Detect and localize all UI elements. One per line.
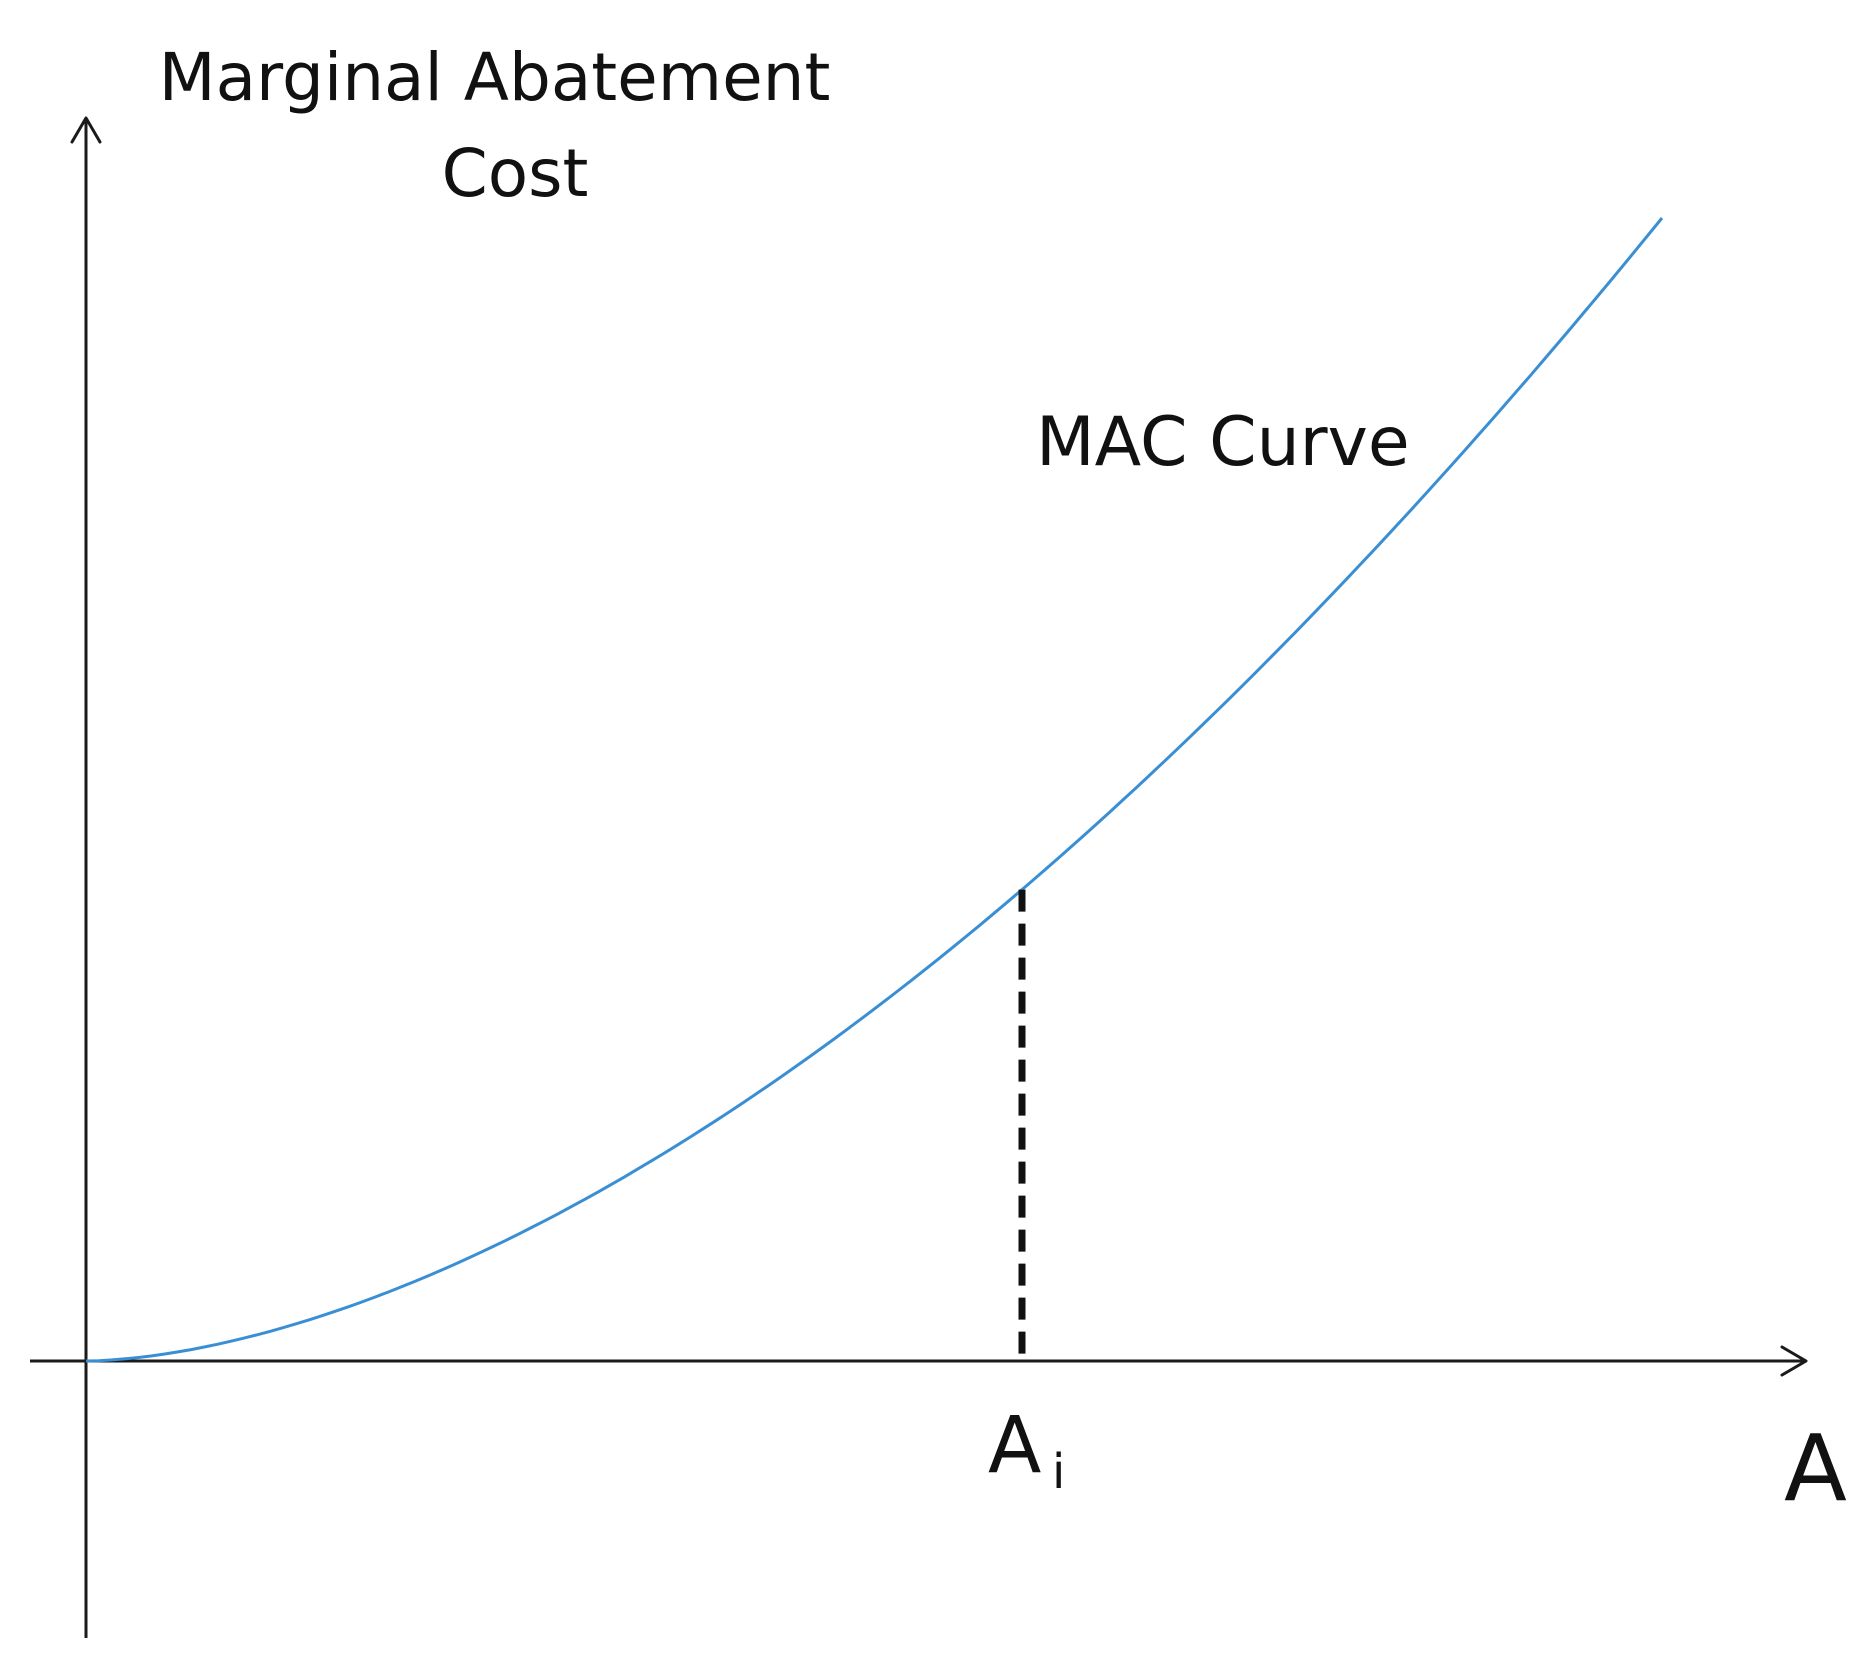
y-axis-arrow-icon bbox=[70, 116, 102, 144]
mac-curve-label: MAC Curve bbox=[1036, 403, 1410, 482]
y-axis-label-line-1: Marginal Abatement bbox=[159, 39, 831, 116]
y-axis-label: Marginal Abatement Cost bbox=[159, 39, 852, 212]
ai-label-subscript: i bbox=[1052, 1444, 1065, 1500]
x-axis-label: A bbox=[1784, 1415, 1847, 1522]
ai-label: A bbox=[988, 1401, 1041, 1491]
mac-curve bbox=[85, 217, 1664, 1363]
y-axis-label-line-2: Cost bbox=[442, 135, 589, 212]
ai-label-main: A bbox=[988, 1401, 1041, 1491]
x-axis-arrow-icon bbox=[1780, 1345, 1808, 1377]
